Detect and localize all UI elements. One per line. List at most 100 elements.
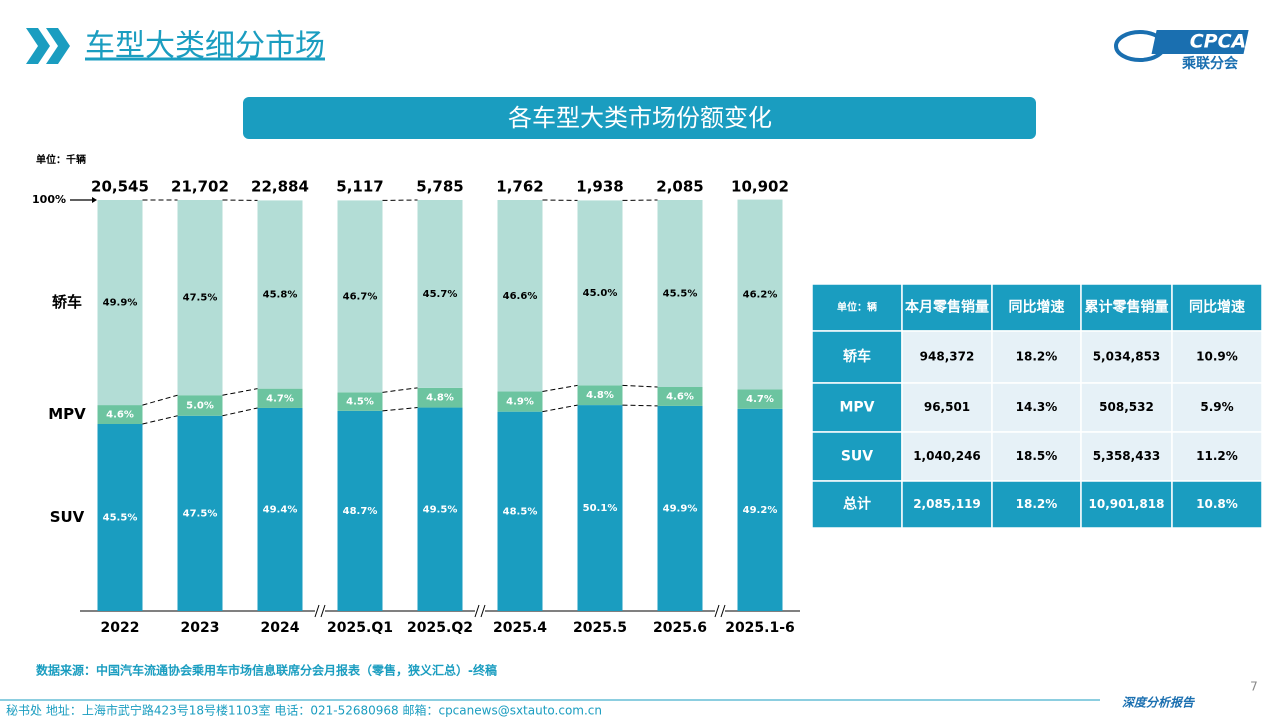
axis-break <box>714 604 720 618</box>
axis-break <box>314 604 320 618</box>
logo: CPCA 乘联分会 <box>1114 30 1249 72</box>
value-label: 45.8% <box>263 290 298 301</box>
bar-segment <box>497 391 543 412</box>
value-label: 45.0% <box>583 288 618 299</box>
y-tick-label: 100% <box>32 193 66 206</box>
table-cell <box>1080 330 1173 384</box>
bar-segment <box>577 385 623 406</box>
footer-report: 深度分析报告 <box>1122 696 1196 710</box>
table-cell <box>901 330 993 384</box>
axis-break <box>720 604 726 618</box>
table-cell <box>1171 330 1263 384</box>
bar-segment <box>97 423 143 611</box>
bar-segment <box>577 200 623 386</box>
table-text: 18.2% <box>1016 497 1058 511</box>
x-tick-label: 2025.5 <box>573 620 627 636</box>
connector <box>622 384 658 388</box>
value-label: 4.9% <box>506 397 534 408</box>
value-label: 50.1% <box>583 503 618 514</box>
x-tick-label: 2025.Q2 <box>407 620 473 636</box>
value-label: 4.6% <box>666 391 694 402</box>
bar-segment <box>177 415 223 611</box>
logo-subtext: 乘联分会 <box>1181 55 1239 72</box>
value-label: 5.0% <box>186 401 214 412</box>
table-cell <box>811 283 903 332</box>
bar-segment <box>337 410 383 611</box>
connector <box>542 404 578 413</box>
value-label: 4.7% <box>266 393 294 404</box>
table-cell <box>811 480 903 529</box>
total-label: 20,545 <box>91 178 149 196</box>
table-cell <box>1171 480 1263 529</box>
value-label: 45.7% <box>423 289 458 300</box>
axis-break-gap <box>715 605 725 617</box>
x-tick-label: 2025.Q1 <box>327 620 393 636</box>
axis-break <box>320 604 326 618</box>
table-text: 96,501 <box>924 400 970 414</box>
chart-banner <box>243 97 1036 139</box>
footer-address: 秘书处 地址：上海市武宁路423号18号楼1103室 电话：021-526809… <box>6 703 602 718</box>
bar-segment <box>577 405 623 611</box>
x-tick-label: 2022 <box>101 620 140 636</box>
axis-break-gap <box>315 605 325 617</box>
table-text: 508,532 <box>1099 400 1154 414</box>
x-tick-label: 2023 <box>181 620 220 636</box>
legend-label: SUV <box>50 508 85 526</box>
value-label: 45.5% <box>103 512 138 523</box>
table-cell <box>1080 480 1173 529</box>
table-cell <box>991 283 1082 332</box>
bar-segment <box>177 200 223 396</box>
table-text: 14.3% <box>1016 400 1058 414</box>
connector <box>382 387 418 393</box>
connector <box>622 404 658 407</box>
table-text: 5,034,853 <box>1093 350 1161 364</box>
value-label: 46.7% <box>343 291 378 302</box>
connector <box>542 384 578 393</box>
value-label: 49.9% <box>663 503 698 514</box>
total-label: 22,884 <box>251 178 309 196</box>
unit-label: 单位：千辆 <box>36 153 86 166</box>
bar-segment <box>497 200 543 392</box>
page-number: 7 <box>1250 680 1258 694</box>
value-label: 4.8% <box>586 390 614 401</box>
value-label: 47.5% <box>183 293 218 304</box>
table-header: 同比增速 <box>1009 299 1065 316</box>
axis-break-gap <box>475 605 485 617</box>
table-text: MPV <box>839 400 874 416</box>
value-label: 4.5% <box>346 397 374 408</box>
table-cell <box>1171 431 1263 482</box>
total-label: 1,938 <box>576 178 623 196</box>
table-text: 5,358,433 <box>1093 449 1161 463</box>
title-icon <box>26 28 70 64</box>
bar-segment <box>257 200 303 389</box>
value-label: 48.5% <box>503 506 538 517</box>
table-text: 18.5% <box>1016 449 1058 463</box>
page-title: 车型大类细分市场 <box>85 29 325 64</box>
table-header: 累计零售销量 <box>1085 299 1169 316</box>
connector <box>142 415 178 425</box>
source-note: 数据来源：中国汽车流通协会乘用车市场信息联席分会月报表（零售，狭义汇总）-终稿 <box>36 663 497 678</box>
connector <box>382 407 418 412</box>
bar-segment <box>177 395 223 416</box>
x-tick-label: 2025.6 <box>653 620 707 636</box>
axis-break <box>474 604 480 618</box>
connector <box>222 388 258 396</box>
table-cell <box>991 480 1082 529</box>
x-tick-label: 2025.4 <box>493 620 547 636</box>
total-label: 2,085 <box>656 178 703 196</box>
bar-segment <box>97 200 143 406</box>
value-label: 47.5% <box>183 508 218 519</box>
value-label: 49.2% <box>743 505 778 516</box>
bar-segment <box>257 407 303 611</box>
value-label: 46.6% <box>503 291 538 302</box>
legend-label: 轿车 <box>52 293 82 311</box>
table-text: 10.8% <box>1196 497 1238 511</box>
value-label: 4.8% <box>426 393 454 404</box>
table-text: 11.2% <box>1196 449 1238 463</box>
x-tick-label: 2025.1-6 <box>725 620 795 636</box>
table-text: 10,901,818 <box>1089 497 1165 511</box>
value-label: 49.5% <box>423 504 458 515</box>
bar-segment <box>657 387 703 406</box>
total-label: 5,785 <box>416 178 463 196</box>
